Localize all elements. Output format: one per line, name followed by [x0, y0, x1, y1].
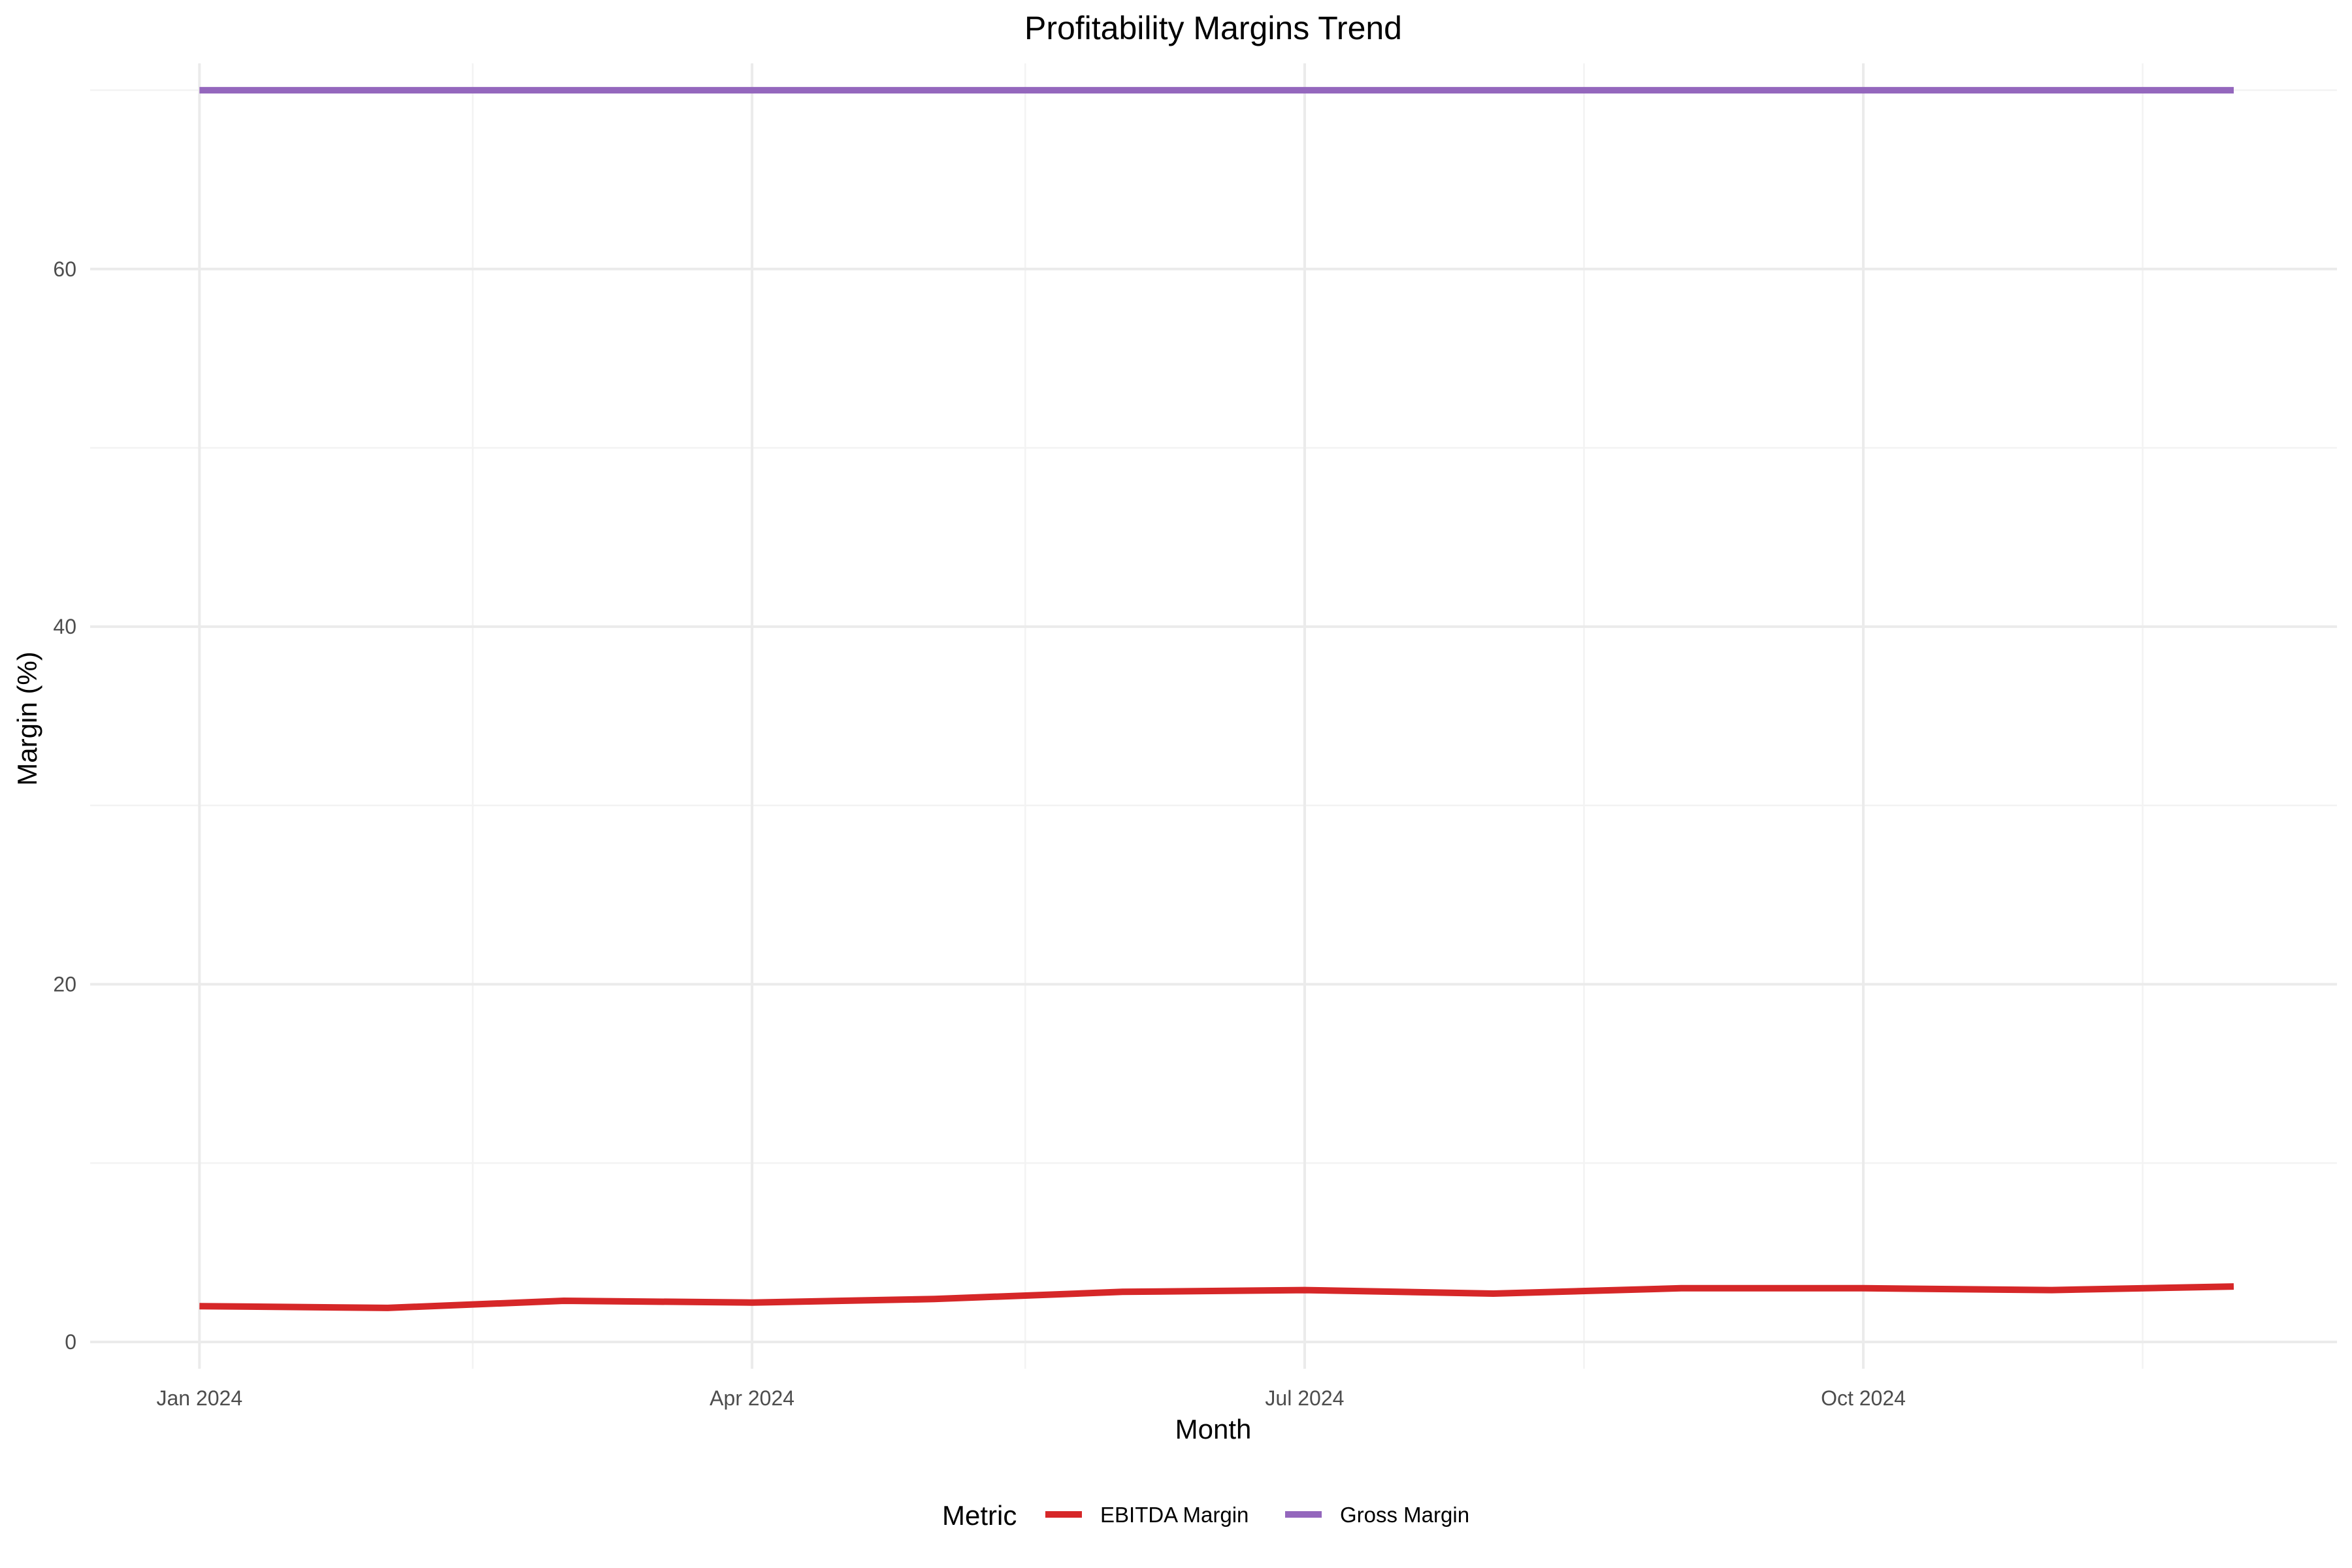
y-axis-ticks: 0 20 40 60	[53, 257, 76, 1354]
legend-label-ebitda-margin: EBITDA Margin	[1100, 1503, 1249, 1527]
x-tick-label: Jan 2024	[156, 1386, 242, 1410]
x-tick-label: Jul 2024	[1265, 1386, 1344, 1410]
series-lines	[199, 87, 2234, 1311]
legend-items: EBITDA Margin Gross Margin	[1045, 1503, 1469, 1527]
legend-title: Metric	[942, 1500, 1017, 1531]
y-axis-title: Margin (%)	[12, 651, 42, 785]
y-tick-label: 20	[53, 973, 76, 996]
y-tick-label: 60	[53, 257, 76, 281]
x-axis-ticks: Jan 2024 Apr 2024 Jul 2024 Oct 2024	[156, 1386, 1905, 1410]
x-tick-label: Apr 2024	[710, 1386, 794, 1410]
x-tick-label: Oct 2024	[1821, 1386, 1906, 1410]
legend: Metric EBITDA Margin Gross Margin	[942, 1500, 1469, 1531]
gridlines	[90, 63, 2337, 1369]
chart-title: Profitability Margins Trend	[1024, 10, 1402, 46]
x-axis-title: Month	[1175, 1414, 1252, 1445]
series-line-ebitda-margin	[199, 1283, 2234, 1311]
y-tick-label: 40	[53, 615, 76, 638]
legend-label-gross-margin: Gross Margin	[1340, 1503, 1469, 1527]
y-tick-label: 0	[65, 1330, 76, 1354]
